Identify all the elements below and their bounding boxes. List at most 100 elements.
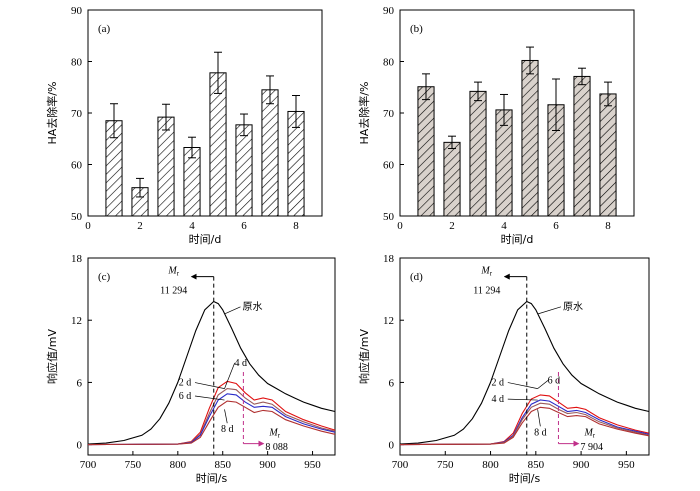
marker-label-sub: r — [490, 270, 493, 278]
x-tick-label: 850 — [214, 459, 231, 471]
marker-value: 8 088 — [265, 442, 288, 453]
panel-c-line-chart: 700 750 800 850 900 950 0 6 12 18 时间/s 响应值/mV (c) Mr 1… — [45, 253, 336, 485]
marker-label-m: M — [268, 427, 278, 438]
panel-label: (b) — [410, 23, 423, 35]
y-tick-label: 70 — [71, 108, 83, 120]
y-tick-label: 0 — [77, 440, 83, 452]
panel-label: (a) — [98, 23, 111, 35]
bar — [209, 72, 227, 217]
x-tick-label: 950 — [304, 459, 321, 471]
marker-label: Mr — [268, 427, 280, 439]
panel-d-line-chart: 700 750 800 850 900 950 0 6 12 18 时间/s 响应值/mV (d) Mr 1… — [357, 253, 650, 485]
bar — [573, 75, 591, 217]
y-tick-label: 70 — [383, 108, 395, 120]
panel-a-bar-chart: 0 2 4 6 8 50 60 70 80 90 时间/d HA去除率/% (a) — [45, 5, 323, 246]
curve-label: 原水 — [242, 301, 262, 313]
leader-line — [537, 380, 549, 389]
bar — [235, 124, 253, 217]
x-tick-label: 800 — [170, 459, 187, 471]
curve-label: 原水 — [563, 301, 583, 313]
marker-label-m: M — [480, 266, 490, 277]
bar — [599, 93, 617, 217]
marker-label: Mr — [167, 266, 179, 278]
x-tick-label: 950 — [618, 459, 635, 471]
y-tick-label: 18 — [383, 253, 395, 265]
series-line-4 — [399, 406, 650, 446]
plot-frame — [87, 9, 323, 217]
series-line-1 — [87, 380, 336, 446]
curve-label: 6 d — [548, 375, 561, 386]
y-axis-title: HA去除率/% — [45, 82, 59, 145]
x-tick-label: 0 — [397, 220, 403, 232]
y-tick-label: 50 — [383, 211, 395, 223]
plot-frame — [87, 257, 336, 456]
x-tick-label: 2 — [449, 220, 455, 232]
y-tick-label: 6 — [389, 377, 395, 389]
bar — [443, 141, 461, 217]
y-tick-label: 12 — [71, 315, 82, 327]
x-tick-label: 700 — [80, 459, 97, 471]
curve-label: 4 d — [492, 394, 505, 405]
x-axis-title: 时间/d — [501, 233, 534, 246]
x-axis-title: 时间/s — [196, 472, 228, 485]
leader-line — [224, 362, 236, 389]
panel-label: (c) — [98, 271, 111, 283]
y-tick-label: 60 — [383, 160, 395, 172]
x-tick-label: 8 — [293, 220, 299, 232]
plot-frame — [399, 9, 635, 217]
curve-label: 8 d — [534, 427, 547, 438]
x-tick-label: 900 — [259, 459, 276, 471]
y-tick-label: 0 — [389, 440, 395, 452]
y-tick-label: 90 — [71, 5, 83, 17]
x-tick-label: 800 — [482, 459, 499, 471]
leader-line — [194, 395, 225, 401]
y-tick-label: 18 — [71, 253, 83, 265]
marker-value: 11 294 — [473, 285, 500, 296]
curve-label: 2 d — [179, 378, 192, 389]
x-tick-label: 750 — [437, 459, 454, 471]
x-tick-label: 750 — [125, 459, 142, 471]
series-line-0 — [87, 300, 336, 445]
x-tick-label: 0 — [85, 220, 91, 232]
marker-label-sub: r — [593, 431, 596, 439]
series-line-1 — [399, 394, 650, 446]
y-tick-label: 12 — [383, 315, 394, 327]
leader-line — [507, 382, 538, 389]
series-line-2 — [87, 388, 336, 446]
leader-line — [537, 306, 562, 315]
curve-label: 8 d — [221, 424, 234, 435]
bar — [417, 86, 435, 217]
bar — [521, 59, 539, 217]
x-tick-label: 6 — [241, 220, 247, 232]
marker-label: Mr — [583, 427, 595, 439]
y-tick-label: 80 — [71, 57, 83, 69]
marker-value: 11 294 — [160, 285, 187, 296]
marker-label-sub: r — [177, 270, 180, 278]
leader-line — [537, 409, 541, 427]
marker-value: 7 904 — [580, 442, 603, 453]
y-tick-label: 90 — [383, 5, 395, 17]
leader-line — [507, 398, 538, 401]
x-tick-label: 8 — [605, 220, 611, 232]
bar — [261, 89, 279, 217]
bar — [469, 90, 487, 217]
x-tick-label: 2 — [137, 220, 143, 232]
curve-label: 6 d — [179, 391, 192, 402]
panel-b-bar-chart: 0 2 4 6 8 50 60 70 80 90 时间/d HA去除率/% (b) — [357, 5, 635, 246]
y-axis-title: HA去除率/% — [357, 82, 371, 145]
y-tick-label: 80 — [383, 57, 395, 69]
x-axis-title: 时间/s — [509, 472, 541, 485]
marker-label-m: M — [167, 266, 177, 277]
panel-label: (d) — [410, 271, 423, 283]
curve-label: 2 d — [492, 378, 505, 389]
y-tick-label: 6 — [77, 377, 83, 389]
series-line-4 — [87, 400, 336, 446]
x-tick-label: 4 — [501, 220, 507, 232]
leader-line — [194, 382, 225, 389]
y-axis-title: 响应值/mV — [45, 329, 59, 384]
leader-line — [224, 409, 228, 424]
bar — [157, 116, 175, 217]
marker-label-m: M — [583, 427, 593, 438]
series-line-3 — [87, 393, 336, 446]
series-line-0 — [399, 300, 650, 445]
